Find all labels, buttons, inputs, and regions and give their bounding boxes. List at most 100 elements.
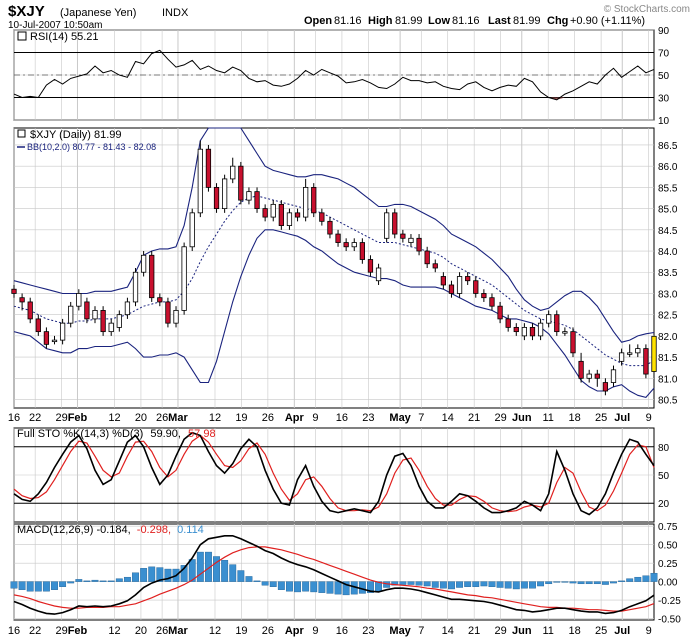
macd-histogram-bar bbox=[318, 581, 326, 593]
macd-histogram-bar bbox=[601, 581, 609, 585]
x-axis-label: 9 bbox=[646, 625, 652, 637]
macd-histogram-bar bbox=[10, 581, 18, 589]
rsi-line bbox=[13, 49, 655, 101]
rsi-tick-label: 30 bbox=[658, 94, 670, 105]
macd-histogram-bar bbox=[545, 581, 553, 585]
macd-histogram-bar bbox=[537, 581, 545, 587]
candle-down bbox=[343, 242, 349, 248]
rsi-panel: 90 70 50 30 10 bbox=[13, 26, 670, 127]
last-label: Last bbox=[488, 15, 511, 27]
macd-histogram-bar bbox=[529, 581, 536, 589]
macd-histogram-bar bbox=[253, 580, 261, 582]
macd-histogram-bar bbox=[229, 564, 237, 582]
low-label: Low bbox=[428, 15, 450, 27]
svg-text:Full STO %K(14,3) %D(3): Full STO %K(14,3) %D(3) 59.90, 57.98 bbox=[17, 428, 216, 440]
candle-up bbox=[76, 293, 82, 307]
candle-up bbox=[562, 331, 568, 334]
macd-histogram-bar bbox=[148, 566, 156, 582]
price-tick-label: 86.5 bbox=[658, 141, 678, 152]
macd-histogram-bar bbox=[342, 581, 350, 596]
candle-up bbox=[286, 212, 293, 226]
candle-down bbox=[570, 331, 576, 354]
x-axis-label: Jun bbox=[512, 625, 532, 637]
macd-histogram-bar bbox=[593, 581, 601, 585]
x-axis-label: 16 bbox=[336, 412, 348, 424]
macd-histogram-bar bbox=[277, 581, 285, 590]
candle-down bbox=[489, 297, 495, 307]
svg-text:MACD(12,26,9) -0.184, -0: MACD(12,26,9) -0.184, -0.298, 0.114 bbox=[17, 524, 204, 536]
macd-histogram-bar bbox=[399, 581, 407, 585]
x-axis-label: 16 bbox=[8, 412, 20, 424]
macd-legend-hist: 0.114 bbox=[177, 524, 204, 536]
macd-histogram-bar bbox=[83, 580, 91, 582]
candle-down bbox=[440, 276, 446, 286]
candle-down bbox=[465, 276, 471, 282]
macd-histogram-bar bbox=[634, 576, 642, 582]
macd-histogram-bar bbox=[561, 581, 569, 583]
rsi-legend-text: RSI(14) 55.21 bbox=[30, 31, 98, 43]
x-axis-label: May bbox=[389, 412, 411, 424]
price-tick-label: 84.5 bbox=[658, 226, 678, 237]
macd-legend: MACD(12,26,9) -0.184, -0.298, 0.114 bbox=[17, 524, 204, 536]
candle-down bbox=[100, 310, 106, 333]
symbol-desc: (Japanese Yen) bbox=[60, 7, 136, 19]
x-axis-label: 11 bbox=[543, 412, 554, 424]
price-tick-label: 86.0 bbox=[658, 162, 678, 173]
chart-date: 10-Jul-2007 10:50am bbox=[8, 20, 103, 31]
sto-tick-label: 20 bbox=[658, 499, 670, 510]
macd-histogram-bar bbox=[26, 581, 34, 592]
candle-down bbox=[529, 326, 536, 337]
price-tick-label: 81.0 bbox=[658, 374, 678, 385]
x-axis-label: 29 bbox=[494, 625, 506, 637]
high-value: 81.99 bbox=[395, 15, 423, 27]
candle-down bbox=[602, 382, 609, 392]
macd-histogram-bar bbox=[512, 581, 520, 590]
rsi-tick-label: 90 bbox=[658, 26, 670, 37]
rsi-tick-label: 70 bbox=[658, 49, 670, 60]
macd-histogram-bar bbox=[140, 568, 148, 582]
macd-histogram-bar bbox=[472, 581, 480, 587]
macd-histogram-bar bbox=[407, 581, 415, 585]
open-value: 81.16 bbox=[334, 15, 362, 27]
macd-histogram-bar bbox=[245, 576, 253, 582]
x-axis-label: 26 bbox=[156, 412, 168, 424]
x-axis-label: 20 bbox=[135, 625, 147, 637]
candle-up bbox=[303, 186, 309, 218]
last-candle bbox=[651, 335, 657, 372]
macd-tick-label: -0.25 bbox=[658, 596, 681, 607]
x-axis-label: 12 bbox=[209, 412, 221, 424]
price-frame bbox=[13, 127, 655, 409]
macd-histogram-bar bbox=[367, 581, 374, 593]
candle-down bbox=[416, 237, 422, 252]
x-axis-label: May bbox=[389, 625, 411, 637]
candle-down bbox=[473, 280, 479, 294]
macd-histogram-bar bbox=[456, 581, 464, 588]
candle-down bbox=[327, 220, 333, 235]
x-axis-label: 12 bbox=[108, 412, 120, 424]
macd-histogram-bar bbox=[310, 581, 318, 593]
x-axis-label: 9 bbox=[646, 412, 652, 424]
sto-legend-d: 57.98 bbox=[188, 428, 216, 440]
x-axis-label: Apr bbox=[285, 412, 305, 424]
x-axis-label: 19 bbox=[235, 625, 247, 637]
macd-histogram-bar bbox=[196, 551, 204, 582]
candle-down bbox=[165, 301, 171, 324]
candle-up bbox=[173, 310, 179, 324]
candle-up bbox=[270, 203, 276, 218]
x-axis-label: Feb bbox=[68, 412, 88, 424]
x-axis-label: 18 bbox=[569, 412, 581, 424]
sto-k-line bbox=[13, 431, 655, 516]
macd-histogram-bar bbox=[585, 581, 593, 585]
x-axis-label: 12 bbox=[108, 625, 120, 637]
candle-down bbox=[513, 326, 519, 333]
candle-up bbox=[351, 242, 357, 248]
x-axis-label: 9 bbox=[312, 625, 318, 637]
price-tick-label: 83.5 bbox=[658, 268, 678, 279]
bb-upper-band bbox=[13, 127, 655, 343]
macd-tick-label: 0.25 bbox=[658, 559, 678, 570]
macd-histogram-bar bbox=[448, 581, 455, 590]
candle-up bbox=[108, 322, 114, 333]
macd-tick-label: 0.75 bbox=[658, 522, 678, 533]
x-axis-label: 12 bbox=[209, 625, 221, 637]
macd-histogram-bar bbox=[75, 579, 83, 582]
